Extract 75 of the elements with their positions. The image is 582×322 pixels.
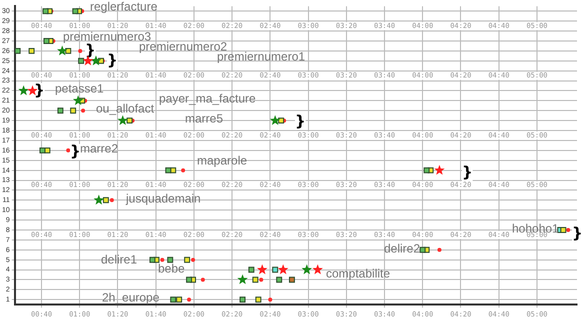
annotation: reglerfacture [90, 0, 158, 14]
annotation: } [572, 224, 582, 242]
point [170, 296, 176, 303]
point [184, 256, 190, 263]
point [270, 115, 280, 126]
point [18, 85, 29, 96]
annotation: marre2 [80, 141, 118, 156]
annotation: ou_allofact [96, 101, 155, 116]
point [186, 276, 192, 283]
point [312, 264, 323, 274]
point [191, 258, 196, 262]
point [78, 58, 84, 64]
point [167, 256, 174, 263]
annotation: } [85, 40, 96, 59]
point [237, 274, 248, 284]
annotation: 2h_europe [102, 290, 160, 304]
point [278, 118, 284, 124]
annotation: delire1 [101, 252, 138, 266]
point [437, 248, 442, 252]
annotation: marre5 [185, 111, 224, 126]
point [200, 278, 205, 282]
point [255, 296, 262, 303]
point [110, 198, 114, 202]
annotation: bebe [158, 261, 186, 276]
point [117, 115, 128, 126]
point [187, 298, 192, 302]
annotation: } [295, 112, 306, 130]
point [278, 264, 288, 274]
point [43, 38, 50, 44]
point [302, 264, 312, 274]
point [72, 8, 78, 14]
point [276, 276, 282, 283]
point [240, 296, 246, 303]
point [57, 45, 68, 56]
point [28, 48, 35, 54]
annotation: } [462, 162, 473, 181]
point [78, 48, 82, 53]
point [181, 168, 186, 172]
point [256, 264, 268, 274]
point [259, 278, 264, 282]
annotation: } [34, 80, 45, 99]
point [268, 298, 272, 302]
annotation: comptabilite [326, 266, 390, 280]
annotation: delire2 [384, 241, 420, 256]
annotation: } [107, 50, 118, 69]
point [434, 164, 445, 175]
point [94, 194, 104, 205]
point [288, 276, 295, 283]
annotation: } [70, 142, 81, 160]
point [102, 197, 109, 204]
point [165, 167, 172, 174]
point [248, 266, 254, 273]
point [160, 258, 164, 262]
annotation: petasse1 [55, 81, 104, 96]
point [176, 296, 182, 303]
annotation: jusquademain [125, 191, 201, 206]
point [57, 108, 64, 114]
point [70, 108, 76, 114]
point [81, 108, 86, 113]
point [72, 95, 84, 106]
point [14, 48, 21, 54]
point [65, 48, 72, 54]
point [66, 148, 70, 152]
point [252, 276, 258, 283]
point [272, 266, 278, 273]
point [424, 167, 430, 174]
point [566, 228, 570, 232]
point [560, 227, 566, 233]
point [126, 118, 133, 124]
annotation: payer_ma_facture [159, 91, 256, 106]
point [420, 246, 426, 253]
point [39, 147, 46, 154]
point [42, 8, 49, 14]
point [149, 256, 156, 263]
annotation: maparole [197, 153, 248, 168]
